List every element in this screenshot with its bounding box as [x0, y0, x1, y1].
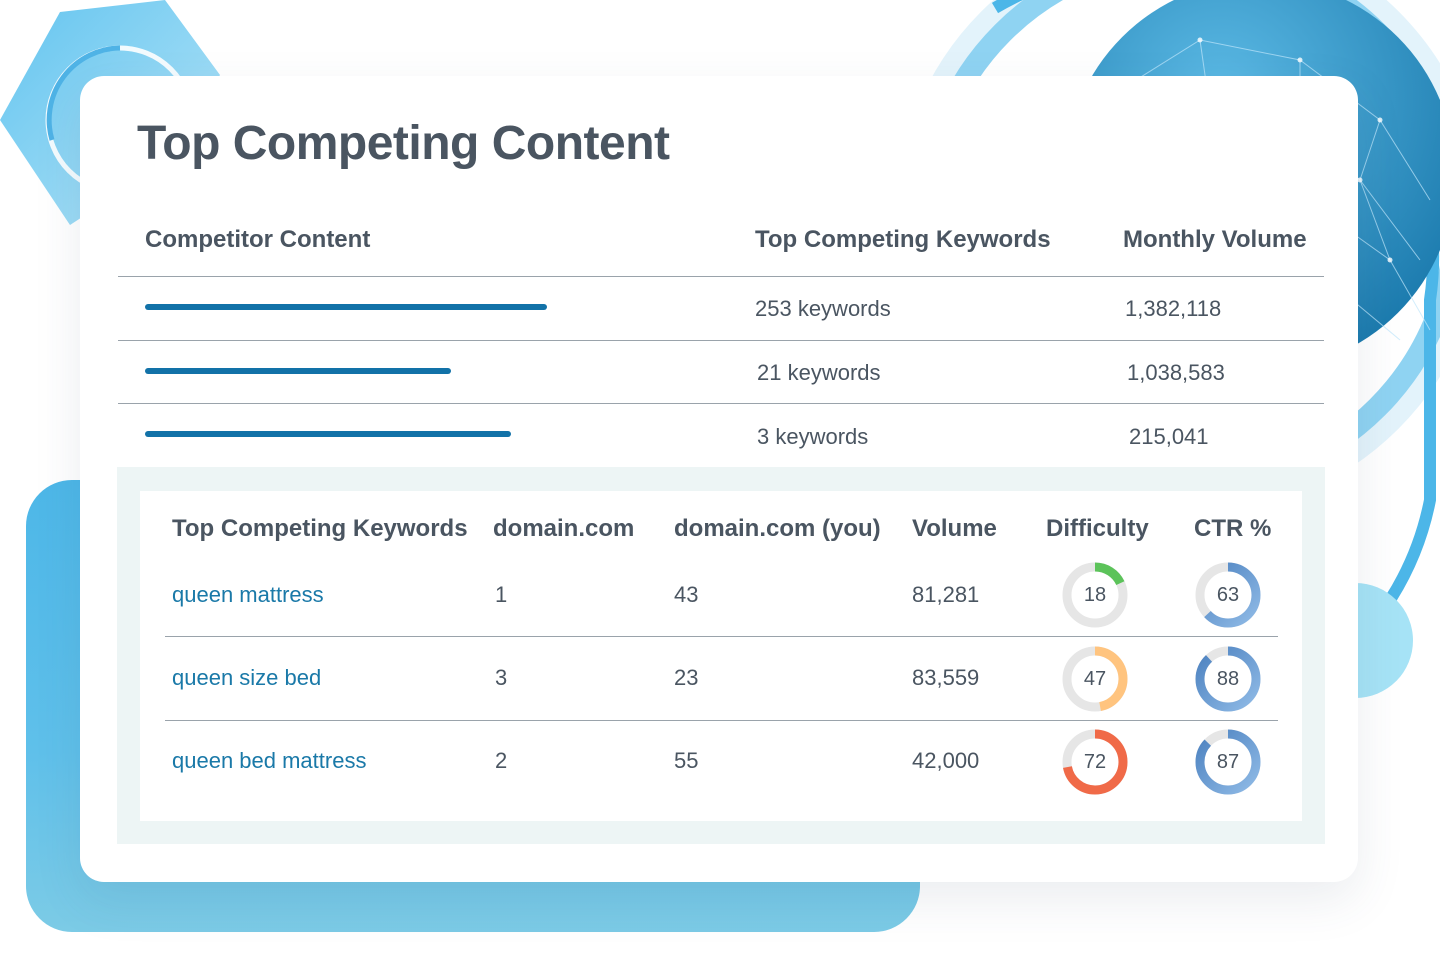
keyword-count: 253 keywords — [755, 296, 891, 321]
keyword-volume: 81,281 — [912, 582, 980, 607]
keyword-detail-panel: Top Competing Keywords domain.com domain… — [117, 467, 1325, 844]
ctr-donut: 87 — [1193, 727, 1263, 797]
keyword-count: 3 keywords — [757, 424, 869, 449]
your-rank: 55 — [674, 748, 699, 773]
ctr-value: 63 — [1216, 584, 1240, 606]
ctr-arc — [1195, 562, 1261, 628]
competitor-content-bar — [145, 304, 547, 310]
ctr-donut: 63 — [1193, 560, 1263, 630]
domain-rank: 2 — [495, 748, 508, 773]
keyword-link[interactable]: queen size bed — [172, 665, 322, 690]
header-ctr: CTR % — [1194, 515, 1272, 542]
monthly-volume: 215,041 — [1129, 424, 1209, 449]
ctr-ring-icon — [1195, 729, 1261, 795]
ctr-arc — [1195, 646, 1261, 712]
table-divider — [118, 276, 1324, 277]
row-divider — [165, 636, 1278, 637]
ctr-ring-icon — [1195, 646, 1261, 712]
difficulty-arc — [1062, 562, 1128, 628]
top-competing-content-card: Top Competing Content Competitor Content… — [80, 76, 1358, 882]
difficulty-arc — [1062, 646, 1128, 712]
keyword-count: 21 keywords — [757, 360, 881, 385]
difficulty-value: 47 — [1083, 668, 1107, 690]
difficulty-ring-icon — [1062, 562, 1128, 628]
keyword-table: Top Competing Keywords domain.com domain… — [140, 491, 1302, 821]
card-title: Top Competing Content — [137, 117, 670, 170]
header-keyword: Top Competing Keywords — [172, 515, 468, 542]
difficulty-value: 72 — [1083, 751, 1107, 773]
difficulty-donut: 72 — [1060, 727, 1130, 797]
header-domain-you: domain.com (you) — [674, 515, 881, 542]
domain-rank: 3 — [495, 665, 508, 690]
competitor-content-bar — [145, 431, 511, 437]
header-difficulty: Difficulty — [1046, 515, 1149, 542]
table-divider — [118, 340, 1324, 341]
header-volume: Volume — [912, 515, 997, 542]
ctr-value: 88 — [1216, 668, 1240, 690]
keyword-link[interactable]: queen bed mattress — [172, 748, 367, 773]
monthly-volume: 1,382,118 — [1125, 296, 1222, 321]
header-top-competing-keywords: Top Competing Keywords — [755, 226, 1051, 253]
your-rank: 43 — [674, 582, 699, 607]
ctr-donut: 88 — [1193, 644, 1263, 714]
monthly-volume: 1,038,583 — [1127, 360, 1225, 385]
keyword-volume: 83,559 — [912, 665, 980, 690]
keyword-link[interactable]: queen mattress — [172, 582, 324, 607]
table-divider — [118, 403, 1324, 404]
difficulty-donut: 18 — [1060, 560, 1130, 630]
ctr-arc — [1195, 729, 1261, 795]
row-divider — [165, 720, 1278, 721]
difficulty-ring-icon — [1062, 729, 1128, 795]
ctr-ring-icon — [1195, 562, 1261, 628]
header-competitor-content: Competitor Content — [145, 226, 371, 253]
competitor-content-bar — [145, 368, 451, 374]
keyword-volume: 42,000 — [912, 748, 980, 773]
difficulty-donut: 47 — [1060, 644, 1130, 714]
ctr-value: 87 — [1216, 751, 1240, 773]
header-domain: domain.com — [493, 515, 635, 542]
difficulty-arc — [1062, 729, 1128, 795]
your-rank: 23 — [674, 665, 699, 690]
difficulty-ring-icon — [1062, 646, 1128, 712]
domain-rank: 1 — [495, 582, 508, 607]
header-monthly-volume: Monthly Volume — [1123, 226, 1307, 253]
difficulty-value: 18 — [1083, 584, 1107, 606]
